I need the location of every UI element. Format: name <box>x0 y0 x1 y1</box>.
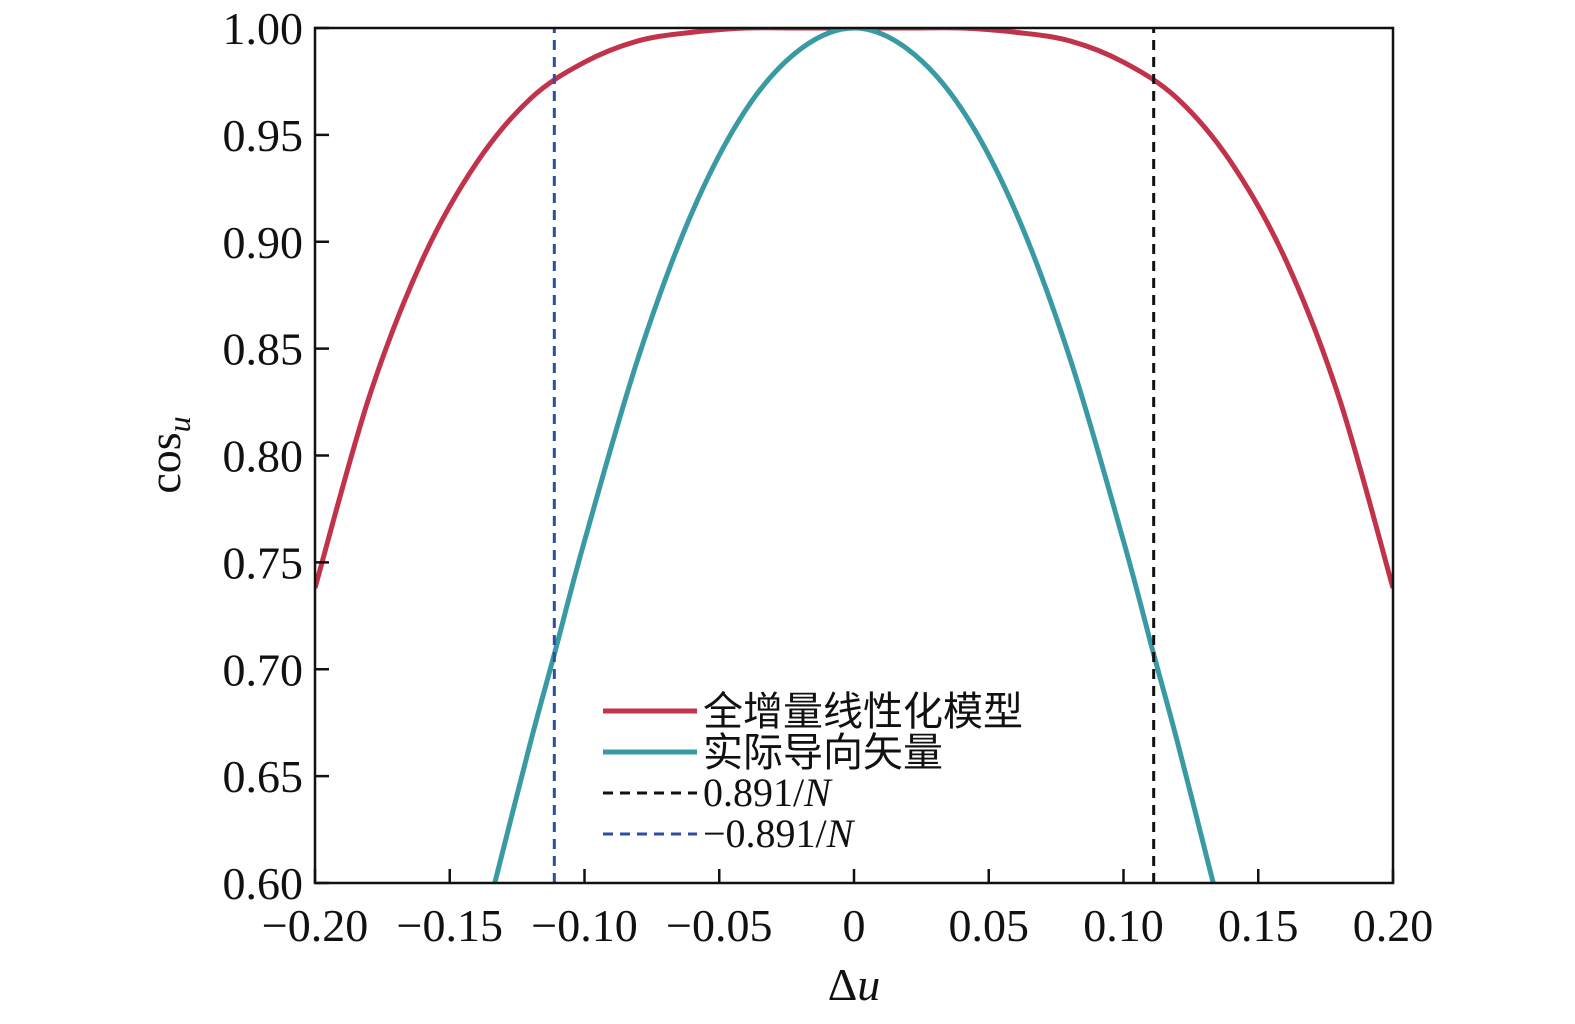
series-line-actual-steering-vector <box>492 28 1216 883</box>
legend-label-negative-threshold: −0.891/N <box>703 811 856 856</box>
y-tick-label-0-95: 0.95 <box>223 110 304 161</box>
x-axis-label-main: Δ <box>828 959 858 1010</box>
legend-label-positive-threshold-main: 0.891/ <box>703 770 805 815</box>
y-tick-label-1: 1.00 <box>223 3 304 54</box>
legend-label-full-incremental-model: 全增量线性化模型 <box>703 689 1023 734</box>
x-tick-label-0-05: 0.05 <box>949 900 1030 951</box>
legend: 全增量线性化模型 实际导向矢量 0.891/N −0.891/N <box>603 689 1023 856</box>
x-axis-label-var: u <box>857 959 880 1010</box>
legend-label-positive-threshold: 0.891/N <box>703 770 833 815</box>
y-axis-label-sub: u <box>161 416 197 432</box>
x-tick-label-0-1: −0.10 <box>531 900 637 951</box>
y-tick-label-0-7: 0.70 <box>223 644 304 695</box>
legend-label-actual-steering-vector: 实际导向矢量 <box>703 730 943 775</box>
tick-labels: −0.20 −0.15 −0.10 −0.05 0 0.05 0.10 0.15 0.20 0.6… <box>223 3 1434 951</box>
x-tick-label-0-2: −0.20 <box>262 900 368 951</box>
y-tick-label-0-85: 0.85 <box>223 324 304 375</box>
y-tick-label-0-9: 0.90 <box>223 217 304 268</box>
ticks-layer <box>313 26 1395 885</box>
y-axis-label-main: cos <box>139 432 190 493</box>
y-tick-label-0-65: 0.65 <box>223 751 304 802</box>
legend-label-positive-threshold-var: N <box>803 770 833 815</box>
legend-label-negative-threshold-main: −0.891/ <box>703 811 828 856</box>
series-layer <box>315 28 1393 883</box>
x-tick-label-0-1: 0.10 <box>1083 900 1164 951</box>
x-tick-label-0-15: 0.15 <box>1218 900 1299 951</box>
x-tick-label-0-15: −0.15 <box>397 900 503 951</box>
legend-label-negative-threshold-var: N <box>826 811 856 856</box>
series-line-full-incremental-model <box>315 28 1393 589</box>
x-tick-label-0-05: −0.05 <box>666 900 772 951</box>
y-tick-label-0-75: 0.75 <box>223 537 304 588</box>
y-tick-label-0-6: 0.60 <box>223 858 304 909</box>
y-axis-label: cosu <box>139 416 197 493</box>
y-tick-label-0-8: 0.80 <box>223 431 304 482</box>
x-tick-label-0-2: 0.20 <box>1353 900 1434 951</box>
x-tick-label-0: 0 <box>843 900 866 951</box>
x-axis-label: Δu <box>828 959 881 1010</box>
